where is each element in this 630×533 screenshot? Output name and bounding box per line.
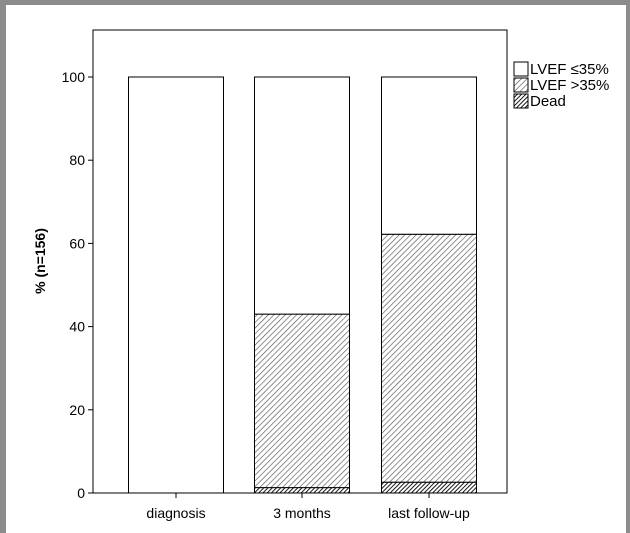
legend-swatch-dead xyxy=(513,93,529,109)
bar-last-follow-up-series-2 xyxy=(381,76,477,235)
x-axis: diagnosis 3 months last follow-up xyxy=(146,493,470,521)
x-tick-label: diagnosis xyxy=(146,505,205,521)
y-axis: 0 20 40 60 80 100 xyxy=(62,69,93,501)
y-tick-label: 0 xyxy=(77,485,85,501)
bar-last-follow-up-series-1 xyxy=(381,233,477,483)
x-tick-label: last follow-up xyxy=(388,505,470,521)
y-tick-label: 100 xyxy=(62,69,86,85)
legend-swatch-lvef-35 xyxy=(513,61,529,77)
y-tick-label: 60 xyxy=(69,235,85,251)
legend-label-dead: Dead xyxy=(530,93,566,110)
y-tick-label: 80 xyxy=(69,152,85,168)
y-axis-title: % (n=156) xyxy=(32,228,48,294)
bar-3-months-series-0 xyxy=(254,487,350,494)
legend-label-lvef-35: LVEF ≤35% xyxy=(530,61,609,78)
bar-3-months-series-1 xyxy=(254,313,350,489)
bar-3-months-series-2 xyxy=(254,76,350,315)
legend-label-lvef-35: LVEF >35% xyxy=(530,77,609,94)
y-tick-label: 20 xyxy=(69,402,85,418)
bar-diagnosis-series-2 xyxy=(128,76,224,494)
bars-layer xyxy=(128,76,477,494)
legend-swatch-lvef-35 xyxy=(513,77,529,93)
legend: LVEF ≤35%LVEF >35%Dead xyxy=(513,61,609,110)
y-tick-label: 40 xyxy=(69,319,85,335)
bar-last-follow-up-series-0 xyxy=(381,481,477,494)
x-tick-label: 3 months xyxy=(273,505,331,521)
